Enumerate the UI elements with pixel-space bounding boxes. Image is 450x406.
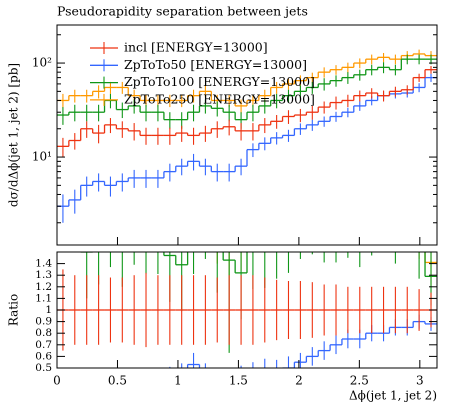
y-tick-label: 10¹ [32,150,52,164]
y-tick-label: 10² [32,56,52,70]
y-tick-label: 0.6 [35,350,52,362]
series [57,269,437,351]
ratio-plot [57,252,437,368]
y-tick-label: 0.8 [35,327,52,339]
x-tick-label: 0.5 [108,374,127,388]
series [80,252,437,353]
x-tick-label: 2 [295,374,303,388]
y-axis-label: dσ/dΔϕ(jet 1, jet 2) [pb] [7,63,21,207]
x-tick-label: 2.5 [350,374,369,388]
series [57,73,437,223]
y-tick-label: 0.7 [35,339,52,351]
y-tick-label: 0.5 [35,362,52,374]
y-tick-label: 1.2 [35,281,52,293]
ratio-frame [56,251,438,369]
y-tick-label: 1.4 [35,258,52,270]
y-tick-label: 1.1 [35,292,52,304]
ratio-axis-label: Ratio [7,294,21,326]
y-tick-label: 1 [45,304,52,316]
legend-label: ZpToTo100 [ENERGY=13000] [124,74,315,89]
x-tick-label: 0 [53,374,61,388]
x-tick-label: 3 [416,374,424,388]
y-tick-label: 0.9 [35,316,52,328]
main-frame [56,24,438,246]
legend-label: incl [ENERGY=13000] [124,40,268,55]
x-tick-label: 1 [174,374,182,388]
legend-label: ZpToTo50 [ENERGY=13000] [124,57,307,72]
chart-title: Pseudorapidity separation between jets [57,4,308,19]
x-axis-label: Δϕ(jet 1, jet 2) [349,389,437,403]
x-tick-label: 1.5 [229,374,248,388]
legend-label: ZpToTo250 [ENERGY=13000] [124,91,315,106]
series [57,66,437,158]
y-tick-label: 1.3 [35,269,52,281]
